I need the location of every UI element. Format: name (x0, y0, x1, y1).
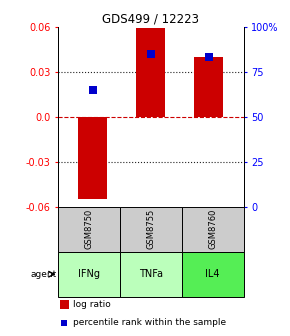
Point (90, 87, 95, 92)
Point (62, 320, 67, 326)
Bar (58, 252, 120, 297)
Text: log ratio: log ratio (73, 300, 110, 309)
Text: GSM8750: GSM8750 (84, 209, 93, 249)
Title: GDS499 / 12223: GDS499 / 12223 (102, 13, 199, 26)
Text: percentile rank within the sample: percentile rank within the sample (73, 318, 226, 327)
Text: agent: agent (30, 270, 57, 279)
Point (148, 51, 153, 56)
Bar (60, 300, 69, 309)
Point (206, 55, 211, 60)
Bar (136, 28, 165, 117)
Text: IL4: IL4 (205, 269, 220, 279)
Bar (194, 57, 223, 117)
Text: GSM8760: GSM8760 (208, 209, 217, 249)
Text: GSM8755: GSM8755 (146, 209, 155, 249)
Bar (182, 252, 244, 297)
Bar (58, 207, 120, 252)
Text: TNFa: TNFa (139, 269, 163, 279)
Bar (120, 252, 182, 297)
Bar (182, 207, 244, 252)
Text: IFNg: IFNg (78, 269, 100, 279)
Bar (78, 117, 107, 199)
Bar (120, 207, 182, 252)
